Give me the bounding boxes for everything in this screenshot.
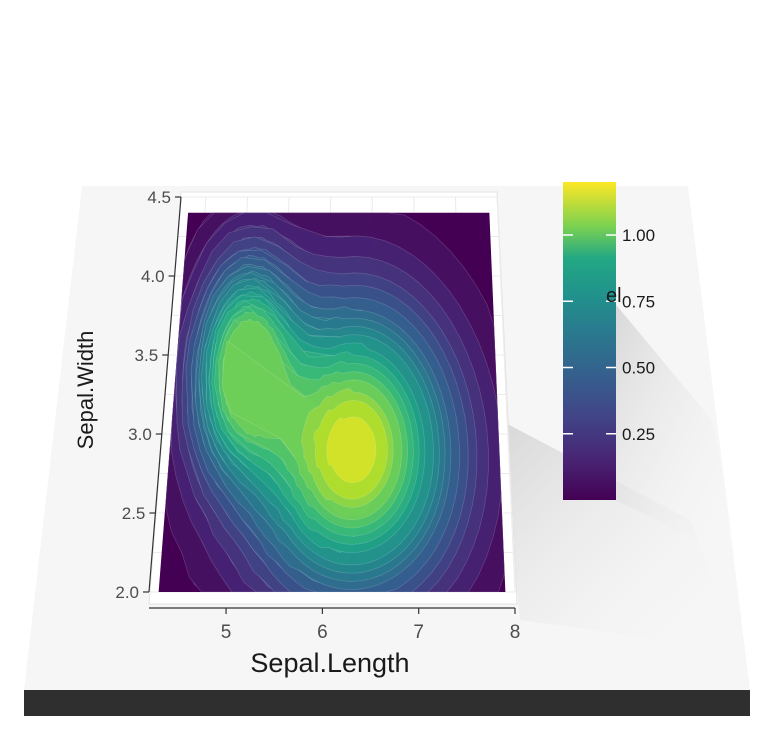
- slab-side: [24, 690, 750, 716]
- x-tick-label: 6: [317, 622, 328, 643]
- colorbar-tick-label: 0.75: [622, 292, 655, 311]
- colorbar-labels: 0.25 0.50 0.75 1.00: [622, 226, 655, 444]
- colorbar: [563, 182, 616, 500]
- colorbar-tick-label: 0.25: [622, 425, 655, 444]
- y-axis-title: Sepal.Width: [73, 331, 98, 450]
- x-tick-label: 8: [510, 622, 521, 643]
- x-axis-title: Sepal.Length: [250, 648, 409, 678]
- y-tick-label: 2.0: [115, 583, 139, 602]
- density-contours: [158, 212, 506, 593]
- y-tick-label: 2.5: [122, 504, 146, 523]
- y-tick-label: 4.0: [141, 267, 165, 286]
- y-axis-line: [148, 196, 182, 593]
- legend-shadow: [612, 300, 740, 560]
- y-tick-label: 3.0: [128, 425, 152, 444]
- axes: 5 6 7 8 2.0 2.5 3.0 3.5 4.0 4.5: [115, 188, 520, 643]
- x-tick-label: 5: [221, 622, 232, 643]
- y-tick-label: 4.5: [147, 188, 171, 207]
- density-contour-band: [326, 416, 377, 484]
- colorbar-tick-label: 0.50: [622, 359, 655, 378]
- plot-shadow: [500, 420, 740, 650]
- colorbar-ticks: [563, 234, 616, 435]
- x-tick-label: 7: [413, 622, 424, 643]
- y-tick-label: 3.5: [135, 346, 159, 365]
- legend-title: el: [606, 285, 622, 307]
- colorbar-tick-label: 1.00: [622, 226, 655, 245]
